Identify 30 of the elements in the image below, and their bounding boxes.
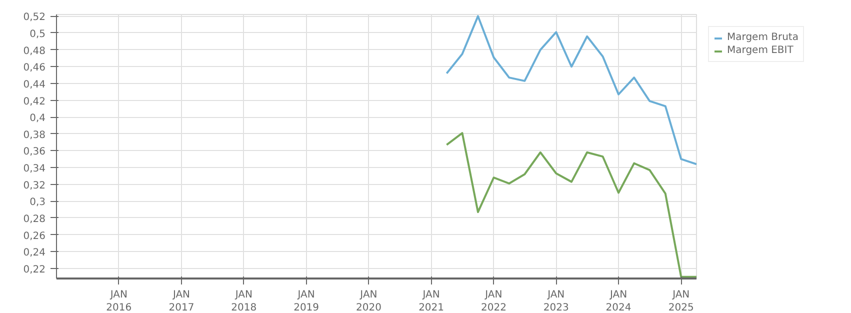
x-tick-label: JAN 2025 [668,290,694,313]
line-series [446,132,696,278]
y-tick-label: 0,34 [23,164,46,175]
y-tick-label: 0,48 [23,46,46,57]
legend-label: Margem EBIT [727,45,794,56]
y-tick-label: 0,5 [30,28,46,40]
x-tick-label: JAN 2023 [543,290,569,313]
y-tick-label: 0,46 [23,62,46,74]
x-tick-label: JAN 2018 [231,290,257,313]
y-tick-label: 0,36 [23,146,46,158]
y-tick-label: 0,24 [23,248,46,259]
y-tick-label: 0,22 [23,264,46,276]
line-series [446,15,696,166]
x-tick-label: JAN 2024 [606,290,632,313]
y-tick-label: 0,44 [23,79,46,90]
x-tick-label: JAN 2021 [418,290,444,313]
x-tick-label: JAN 2019 [294,290,320,313]
y-tick-label: 0,32 [23,180,46,192]
y-tick-label: 0,4 [30,113,46,124]
x-tick-label: JAN 2020 [356,290,382,313]
y-tick-label: 0,3 [30,197,46,208]
y-tick-label: 0,42 [23,96,46,108]
x-tick-label: JAN 2017 [168,290,194,313]
x-tick-label: JAN 2022 [480,290,506,313]
y-tick-label: 0,28 [23,214,46,225]
x-tick-label: JAN 2016 [106,290,132,313]
y-tick-label: 0,26 [23,230,46,242]
y-tick-label: 0,38 [23,130,46,141]
legend-label: Margem Bruta [727,32,798,43]
y-tick-label: 0,52 [23,12,46,24]
